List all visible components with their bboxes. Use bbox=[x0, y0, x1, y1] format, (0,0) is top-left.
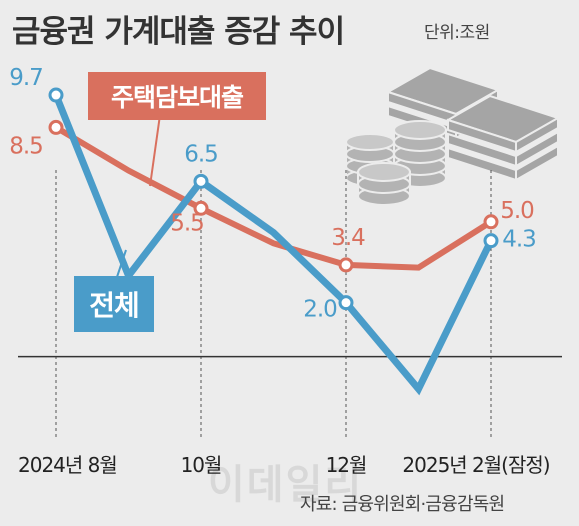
legend-tag-mortgage: 주택담보대출 bbox=[88, 72, 266, 187]
x-tick-label: 12월 bbox=[326, 453, 367, 477]
legend-tag-total: 전체 bbox=[74, 249, 154, 332]
x-tick-label: 10월 bbox=[181, 453, 222, 477]
data-label-mortgage: 5.5 bbox=[170, 210, 204, 236]
series-line-mortgage bbox=[54, 124, 493, 271]
legend-label-total: 전체 bbox=[89, 289, 139, 322]
data-point-total bbox=[483, 233, 499, 249]
data-label-mortgage: 8.5 bbox=[9, 133, 43, 159]
data-point-mortgage bbox=[193, 200, 209, 216]
source-note: 자료: 금융위원회·금융감독원 bbox=[300, 494, 505, 515]
data-label-mortgage: 5.0 bbox=[500, 198, 534, 224]
data-point-mortgage bbox=[48, 119, 64, 135]
watermark: 이데일리 bbox=[208, 462, 364, 508]
data-label-total: 2.0 bbox=[303, 297, 337, 323]
data-label-total: 6.5 bbox=[184, 141, 218, 167]
legend-label-mortgage: 주택담보대출 bbox=[111, 83, 244, 112]
data-point-total bbox=[338, 295, 354, 311]
chart-title: 금융권 가계대출 증감 추이 bbox=[12, 14, 345, 50]
data-point-total bbox=[48, 87, 64, 103]
money-stack-icon bbox=[345, 66, 561, 206]
data-label-total: 4.3 bbox=[502, 227, 536, 253]
x-tick-label: 2024년 8월 bbox=[18, 453, 117, 477]
unit-label: 단위:조원 bbox=[424, 23, 490, 43]
data-point-total bbox=[193, 173, 209, 189]
data-point-mortgage bbox=[483, 214, 499, 230]
data-point-mortgage bbox=[338, 257, 354, 273]
data-label-total: 9.7 bbox=[9, 65, 43, 91]
series-line-total bbox=[52, 93, 495, 396]
x-tick-label: 2025년 2월(잠정) bbox=[402, 453, 549, 477]
data-label-mortgage: 3.4 bbox=[331, 225, 365, 251]
